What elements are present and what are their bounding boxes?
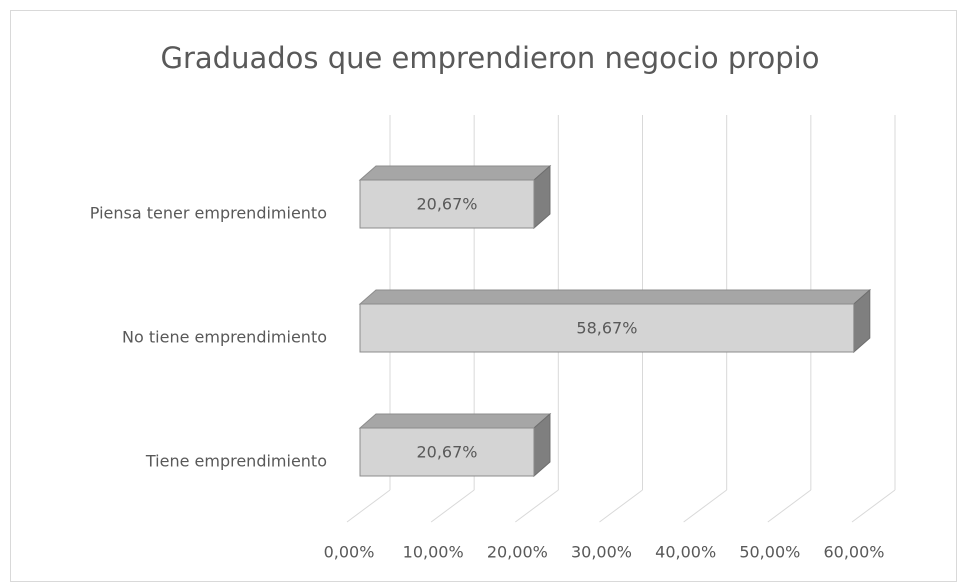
y-tick-label: Piensa tener emprendimiento	[90, 204, 327, 223]
bar-top	[358, 413, 552, 429]
y-tick-label: Tiene emprendimiento	[145, 452, 327, 471]
bar	[359, 427, 535, 477]
x-tick-label: 10,00%	[403, 543, 464, 562]
y-tick-label: No tiene emprendimiento	[122, 328, 327, 347]
x-tick-label: 60,00%	[823, 543, 884, 562]
chart-title: Graduados que emprendieron negocio propi…	[161, 41, 820, 75]
bar-top	[358, 165, 552, 181]
floor-line	[515, 489, 559, 523]
floor-line	[767, 489, 812, 523]
data-label: 20,67%	[416, 195, 477, 214]
x-tick-label: 40,00%	[655, 543, 716, 562]
floor-line	[851, 489, 896, 523]
x-tick-label: 0,00%	[324, 543, 375, 562]
x-tick-label: 50,00%	[739, 543, 800, 562]
floor-line	[346, 489, 391, 523]
floor-line	[683, 489, 727, 523]
bar	[359, 303, 855, 353]
bar-top	[358, 289, 872, 305]
data-label: 20,67%	[416, 443, 477, 462]
bar	[359, 179, 535, 229]
floor-line	[599, 489, 643, 523]
x-tick-label: 30,00%	[571, 543, 632, 562]
data-label: 58,67%	[576, 319, 637, 338]
x-tick-label: 20,00%	[487, 543, 548, 562]
floor-line	[430, 489, 475, 523]
